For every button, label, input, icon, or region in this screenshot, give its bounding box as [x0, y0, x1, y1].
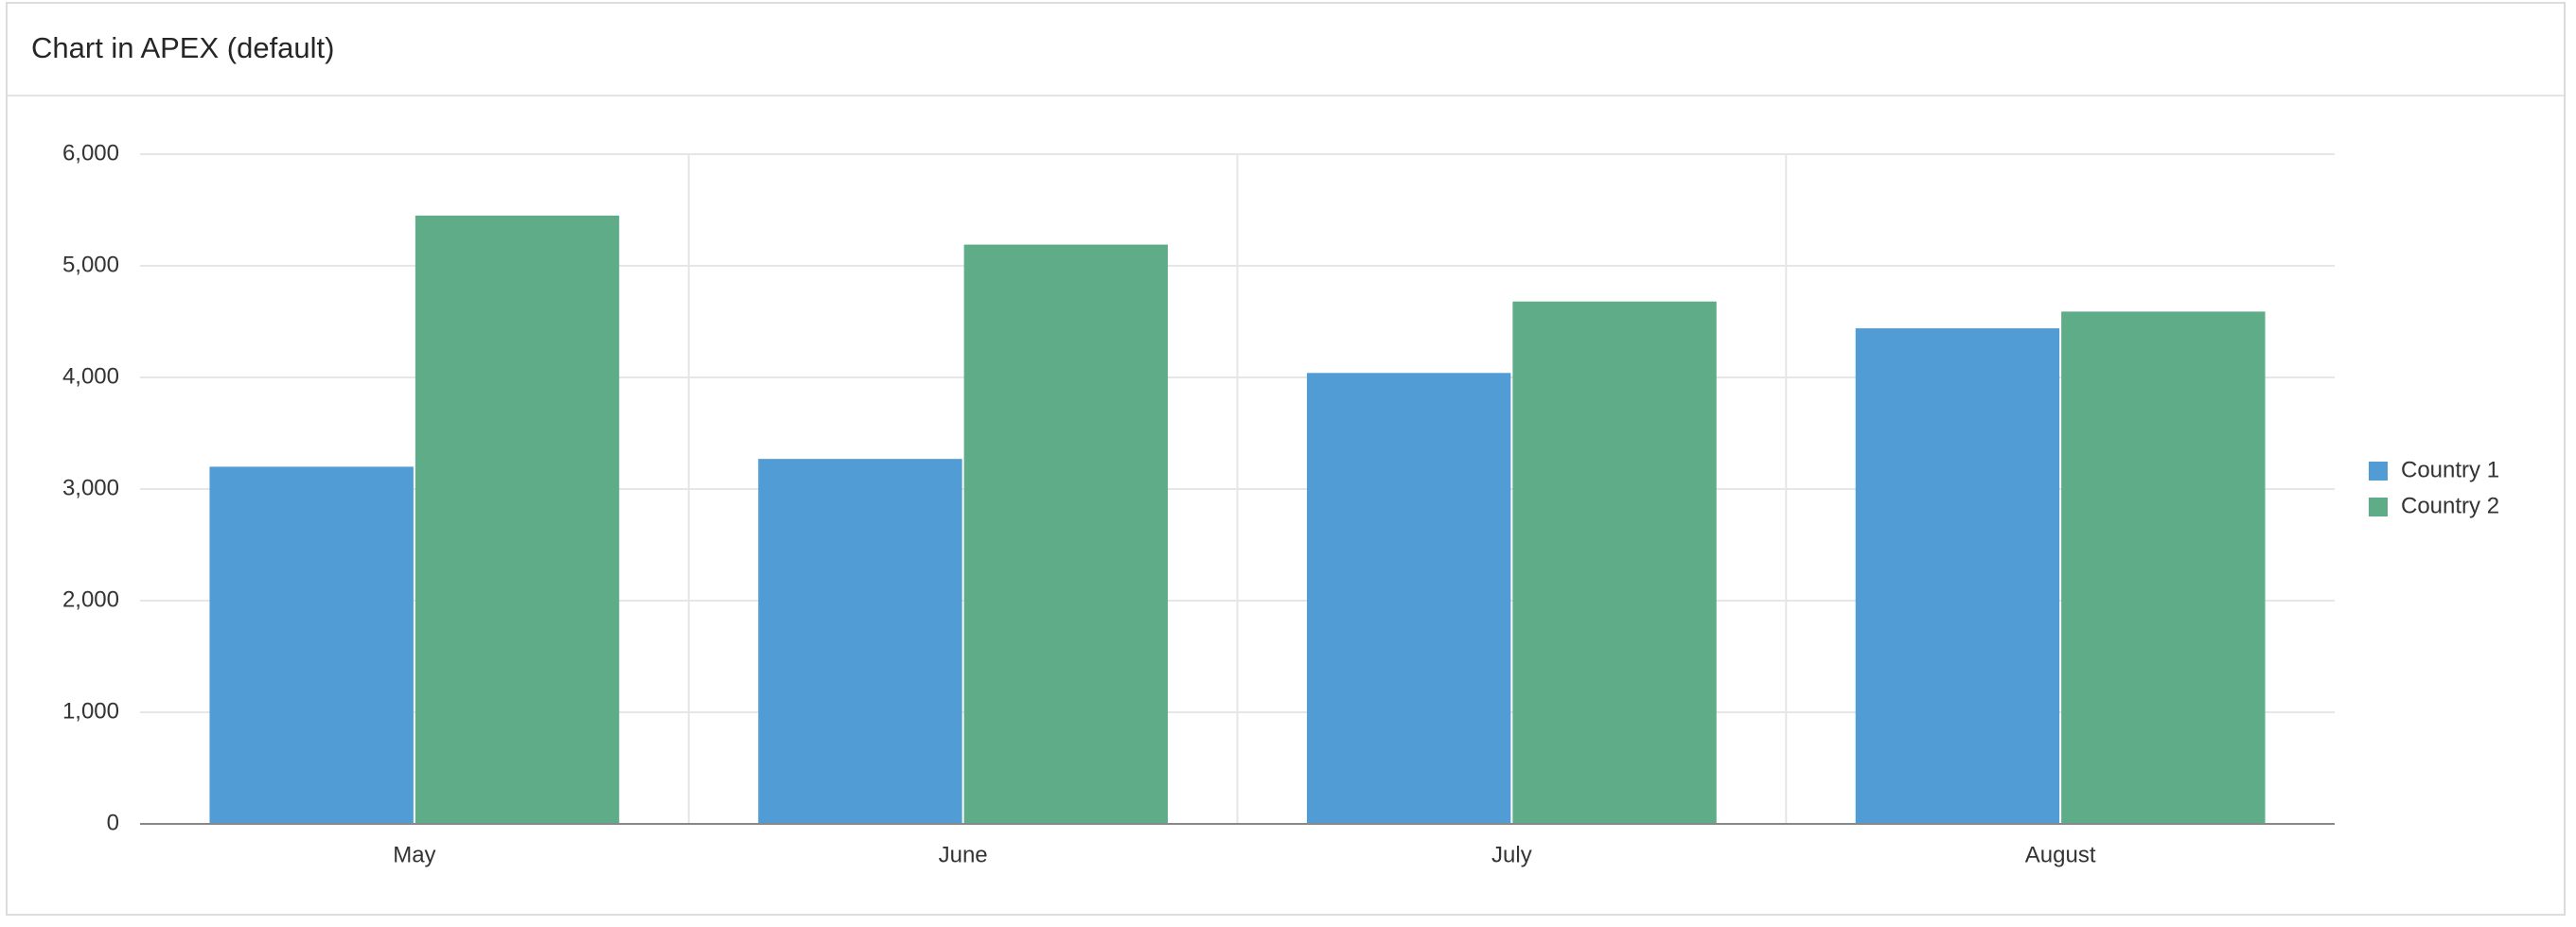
y-tick-label: 6,000 [62, 140, 119, 166]
x-tick-label: May [393, 842, 435, 867]
y-tick-label: 5,000 [62, 252, 119, 277]
bar [1306, 373, 1511, 824]
legend-label: Country 1 [2401, 457, 2499, 482]
bar [2061, 311, 2266, 824]
bar [758, 459, 962, 824]
legend-swatch [2369, 498, 2388, 516]
legend-swatch [2369, 462, 2388, 481]
y-tick-label: 0 [107, 810, 119, 835]
y-tick-label: 4,000 [62, 363, 119, 389]
y-tick-label: 3,000 [62, 475, 119, 500]
bar [1855, 328, 2060, 825]
x-tick-label: August [2025, 842, 2096, 867]
bar [1512, 301, 1717, 824]
x-tick-label: June [939, 842, 988, 867]
y-tick-label: 2,000 [62, 586, 119, 612]
bar [209, 466, 414, 824]
legend-label: Country 2 [2401, 493, 2499, 518]
x-tick-label: July [1491, 842, 1532, 867]
y-tick-label: 1,000 [62, 698, 119, 724]
bar [415, 215, 620, 824]
bar [963, 244, 1169, 825]
chart-title: Chart in APEX (default) [31, 31, 335, 64]
